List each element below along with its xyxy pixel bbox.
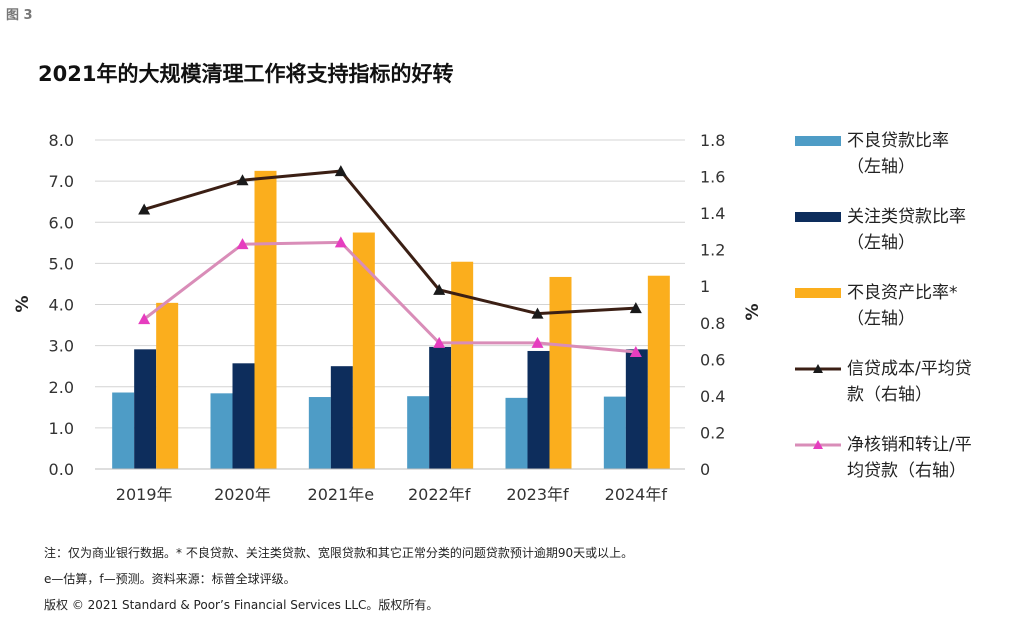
footnotes: 注：仅为商业银行数据。* 不良贷款、关注类贷款、宽限贷款和其它正常分类的问题贷款… [44, 540, 633, 618]
bar-2 [429, 346, 452, 469]
line-marker-1 [433, 283, 446, 295]
bar-1 [407, 396, 430, 469]
line-marker-2 [433, 336, 446, 348]
line-marker-2 [236, 238, 249, 250]
bar-3 [156, 302, 179, 469]
category-label: 2022年f [408, 485, 471, 504]
footnote-line: 注：仅为商业银行数据。* 不良贷款、关注类贷款、宽限贷款和其它正常分类的问题贷款… [44, 546, 634, 560]
series-line-2 [143, 240, 636, 354]
line-marker-2 [531, 336, 544, 348]
legend-swatch-npa [795, 288, 841, 298]
legend-swatch-special-mention [795, 212, 841, 222]
left-tick-label: 4.0 [49, 296, 74, 315]
left-tick-label: 3.0 [49, 337, 74, 356]
line-marker-1 [629, 302, 642, 314]
right-tick-label: 1.6 [700, 168, 725, 187]
line-marker-1 [236, 174, 249, 186]
left-tick-label: 6.0 [49, 213, 74, 232]
bar-3 [451, 261, 474, 469]
line-marker-2 [138, 313, 151, 325]
bar-1 [603, 396, 626, 469]
lines [138, 165, 642, 358]
category-label: 2019年 [116, 485, 173, 504]
legend-swatch-writeoff [795, 440, 841, 449]
bar-3 [352, 232, 375, 469]
legend-label: （左轴） [847, 309, 915, 329]
legend-label: 信贷成本/平均贷 [847, 359, 972, 379]
category-label: 2020年 [214, 485, 271, 504]
bar-1 [308, 397, 331, 469]
line-marker-2 [334, 236, 347, 248]
category-label: 2021年e [308, 485, 375, 504]
right-tick-label: 1 [700, 277, 710, 296]
bar-1 [112, 392, 135, 469]
bar-2 [232, 363, 255, 469]
right-tick-label: 0.6 [700, 350, 725, 369]
category-label: 2023年f [506, 485, 569, 504]
right-tick-label: 0.8 [700, 314, 725, 333]
legend-label: 均贷款（右轴） [847, 461, 966, 481]
right-tick-label: 0.2 [700, 423, 725, 442]
bar-3 [549, 276, 572, 469]
right-tick-label: 1.4 [700, 204, 725, 223]
bar-2 [527, 350, 550, 469]
right-axis-title: % [743, 303, 763, 320]
right-tick-label: 0.4 [700, 387, 725, 406]
gridlines [95, 139, 685, 470]
axes: 0.0 1.0 2.0 3.0 4.0 5.0 6.0 7.0 8.0 0 0.2 0.4 0.6 0.8… [13, 131, 763, 504]
legend-swatch-npl [795, 136, 841, 146]
chart-title: 2021年的大规模清理工作将支持指标的好转 [38, 62, 454, 86]
bar-1 [505, 397, 528, 469]
legend-label: 款（右轴） [847, 385, 932, 405]
bar-1 [210, 393, 233, 469]
left-tick-label: 2.0 [49, 378, 74, 397]
left-axis-title: % [13, 295, 33, 312]
bars [112, 170, 670, 469]
left-tick-label: 0.0 [49, 460, 74, 479]
legend-label: 关注类贷款比率 [847, 207, 966, 227]
left-tick-label: 8.0 [49, 131, 74, 150]
bar-3 [254, 170, 277, 469]
bar-2 [625, 349, 648, 469]
left-tick-label: 7.0 [49, 172, 74, 191]
legend-swatch-credit-cost [795, 364, 841, 373]
figure-label: 图 3 [6, 8, 33, 23]
line-marker-1 [531, 307, 544, 319]
right-tick-label: 0 [700, 460, 710, 479]
right-tick-label: 1.8 [700, 131, 725, 150]
legend-label: 净核销和转让/平 [847, 435, 972, 455]
bar-2 [330, 366, 353, 469]
copyright-line: 版权 © 2021 Standard & Poor’s Financial Se… [44, 598, 439, 612]
legend-label: 不良贷款比率 [847, 131, 949, 151]
line-marker-2 [629, 346, 642, 358]
right-tick-label: 1.2 [700, 241, 725, 260]
legend-label: （左轴） [847, 157, 915, 177]
line-marker-1 [138, 203, 151, 215]
bar-2 [134, 349, 157, 469]
left-tick-label: 5.0 [49, 254, 74, 273]
legend-label: （左轴） [847, 233, 915, 253]
bar-3 [647, 275, 670, 469]
left-tick-label: 1.0 [49, 419, 74, 438]
footnote-line: e—估算，f—预测。资料来源：标普全球评级。 [44, 572, 296, 586]
legend-label: 不良资产比率* [847, 283, 958, 303]
line-marker-1 [334, 165, 347, 177]
category-label: 2024年f [605, 485, 668, 504]
series-line-1 [143, 169, 636, 316]
